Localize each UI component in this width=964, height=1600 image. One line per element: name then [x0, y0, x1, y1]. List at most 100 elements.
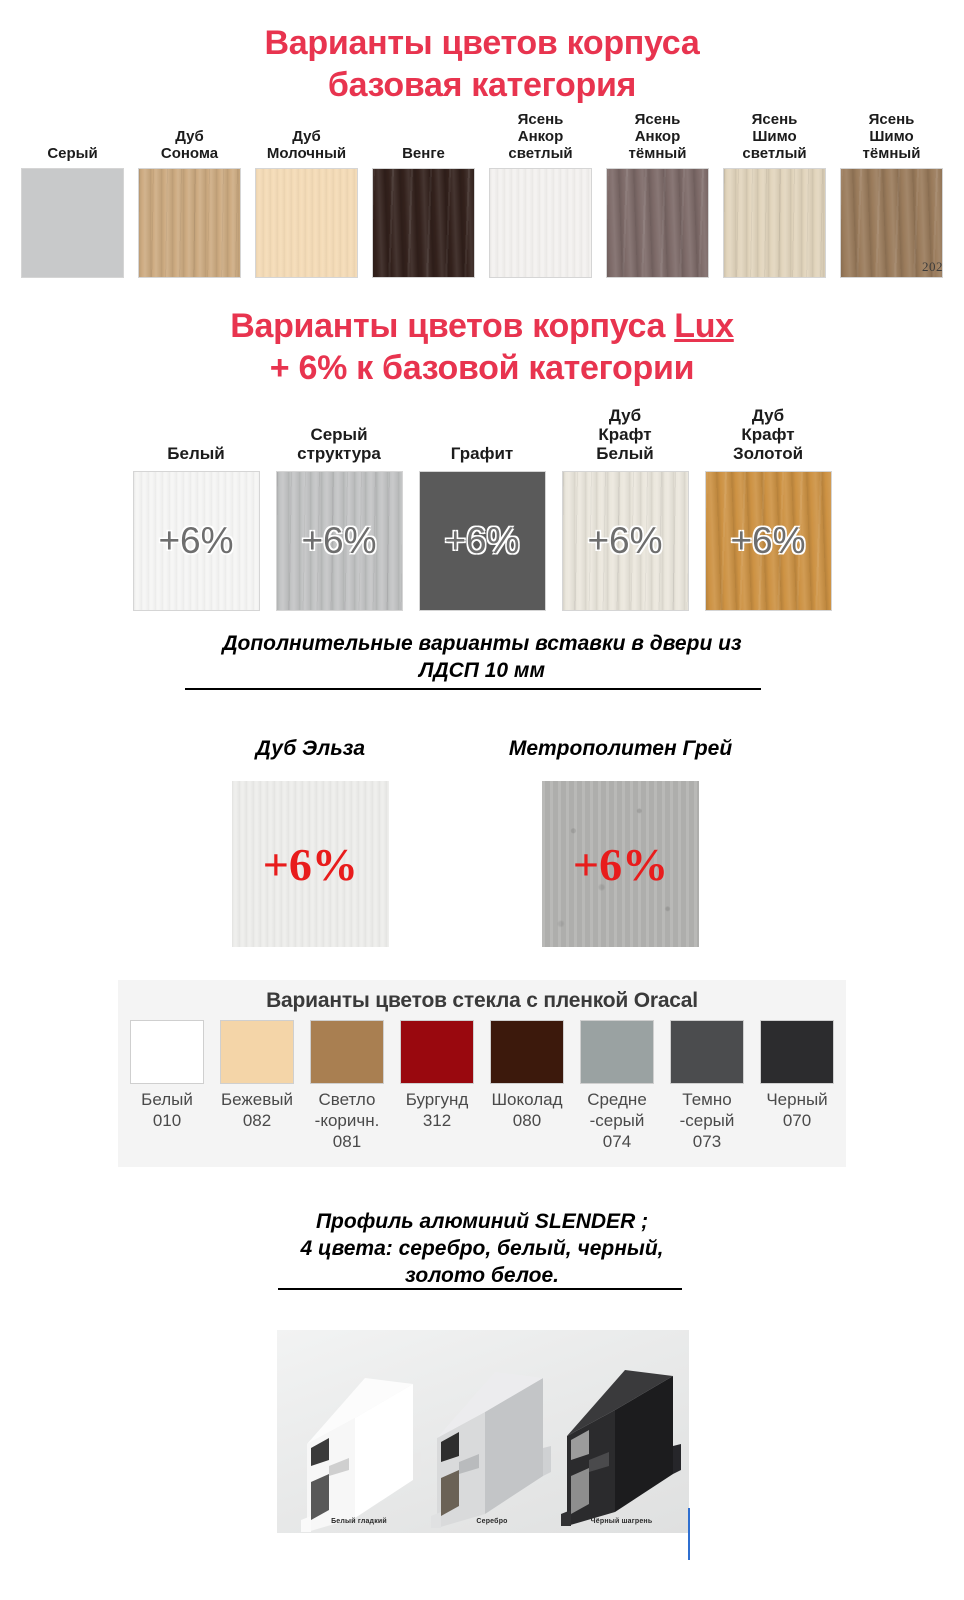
base-swatch-label: Дуб Сонома	[160, 128, 219, 162]
base-swatch-item: Ясень Шимо тёмный 2022	[840, 111, 943, 278]
oracal-swatch-item: Средне -серый 074	[580, 1020, 654, 1152]
oracal-swatch-chip	[130, 1020, 204, 1084]
profile-title-line2: 4 цвета: серебро, белый, черный,	[300, 1237, 664, 1260]
base-swatch-chip	[606, 168, 709, 278]
lux-title-text: Варианты цветов корпуса	[230, 307, 675, 345]
base-swatch-chip	[138, 168, 241, 278]
oracal-swatch-row: Белый 010 Бежевый 082 Светло -коричн. 081 Б…	[118, 1020, 846, 1152]
oracal-swatch-label: Белый 010	[141, 1090, 193, 1130]
base-swatch-label: Ясень Анкор тёмный	[628, 111, 687, 162]
insert-swatch-item: Метрополитен Грей +6%	[508, 737, 733, 947]
oracal-panel: Варианты цветов стекла с пленкой Oracal …	[118, 980, 846, 1167]
base-swatch-label: Ясень Шимо тёмный	[862, 111, 921, 162]
base-swatch-chip	[372, 168, 475, 278]
base-swatch-item: Венге	[372, 112, 475, 278]
oracal-swatch-chip	[670, 1020, 744, 1084]
oracal-swatch-chip	[220, 1020, 294, 1084]
insert-title-line1: Дополнительные варианты вставки в двери …	[222, 632, 742, 655]
oracal-swatch-item: Светло -коричн. 081	[310, 1020, 384, 1152]
base-section-heading: Варианты цветов корпуса базовая категори…	[0, 22, 964, 106]
lux-swatch-chip: +6%	[132, 471, 260, 611]
watermark-year: 2022	[922, 259, 943, 274]
oracal-swatch-item: Темно -серый 073	[670, 1020, 744, 1152]
lux-title-brand: Lux	[674, 307, 734, 345]
profile-label-black: Чёрный шагрень	[590, 1518, 653, 1525]
base-swatch-item: Ясень Анкор светлый	[489, 111, 592, 278]
lux-swatch-item: Белый +6%	[132, 405, 260, 611]
lux-section-heading: Варианты цветов корпуса Lux + 6% к базов…	[0, 305, 964, 389]
base-swatch-label: Серый	[47, 145, 98, 162]
lux-swatch-label: Дуб Крафт Белый	[596, 406, 654, 463]
lux-swatch-item: Графит +6%	[418, 405, 546, 611]
oracal-swatch-chip	[310, 1020, 384, 1084]
oracal-swatch-chip	[760, 1020, 834, 1084]
lux-swatch-label: Серый структура	[297, 425, 381, 463]
oracal-swatch-item: Шоколад 080	[490, 1020, 564, 1152]
oracal-swatch-item: Бежевый 082	[220, 1020, 294, 1152]
base-swatch-label: Дуб Молочный	[266, 128, 347, 162]
profile-section-heading: Профиль алюминий SLENDER ; 4 цвета: сере…	[0, 1208, 964, 1289]
oracal-swatch-chip	[580, 1020, 654, 1084]
insert-swatch-chip: +6%	[542, 781, 699, 947]
oracal-swatch-item: Бургунд 312	[400, 1020, 474, 1152]
base-swatch-label: Ясень Шимо светлый	[742, 111, 807, 162]
oracal-swatch-label: Бежевый 082	[221, 1090, 293, 1130]
base-swatch-chip	[21, 168, 124, 278]
base-swatch-label: Венге	[402, 145, 445, 162]
lux-swatch-item: Дуб Крафт Белый +6%	[561, 405, 689, 611]
base-swatch-chip: 2022	[840, 168, 943, 278]
lux-surcharge-badge: +6%	[444, 520, 520, 561]
oracal-swatch-label: Шоколад 080	[491, 1090, 563, 1130]
lux-surcharge-badge: +6%	[158, 520, 234, 561]
lux-swatch-label: Белый	[167, 444, 225, 463]
base-swatch-row: Серый Дуб Сонома Дуб Молочный Венге Ясень Ан…	[0, 111, 964, 278]
text-cursor-caret	[688, 1508, 690, 1560]
profile-illustration	[301, 1370, 681, 1532]
insert-divider-rule	[185, 688, 761, 690]
insert-swatch-label: Дуб Эльза	[255, 737, 366, 760]
lux-swatch-chip: +6%	[561, 471, 689, 611]
lux-surcharge-badge: +6%	[301, 520, 377, 561]
lux-swatch-label: Дуб Крафт Золотой	[732, 406, 804, 463]
oracal-swatch-item: Черный 070	[760, 1020, 834, 1152]
base-swatch-chip	[723, 168, 826, 278]
insert-swatch-chip: +6%	[231, 781, 389, 947]
insert-swatch-item: Дуб Эльза +6%	[231, 737, 389, 947]
profile-photo: Белый гладкий Серебро Чёрный шагрень	[277, 1330, 689, 1533]
insert-swatch-row: Дуб Эльза +6% Метрополитен Грей +6%	[0, 737, 964, 947]
lux-title-line2: + 6% к базовой категории	[269, 349, 695, 387]
insert-section-heading: Дополнительные варианты вставки в двери …	[0, 630, 964, 684]
lux-title-line1: Варианты цветов корпуса Lux	[0, 305, 964, 347]
profile-divider-rule	[278, 1288, 682, 1290]
lux-swatch-label: Графит	[450, 444, 514, 463]
lux-swatch-row: Белый +6% Серый структура +6% Графит +6% Дуб К…	[0, 405, 964, 611]
oracal-swatch-label: Черный 070	[766, 1090, 828, 1130]
oracal-swatch-chip	[400, 1020, 474, 1084]
lux-swatch-chip: +6%	[418, 471, 546, 611]
base-title-line2: базовая категория	[327, 66, 637, 104]
lux-swatch-chip: +6%	[704, 471, 832, 611]
insert-surcharge-badge: +6%	[572, 838, 669, 890]
base-swatch-item: Дуб Сонома	[138, 112, 241, 278]
profile-label-silver: Серебро	[476, 1518, 508, 1525]
base-swatch-item: Ясень Шимо светлый	[723, 111, 826, 278]
profile-label-white: Белый гладкий	[331, 1518, 387, 1525]
profile-title-line1: Профиль алюминий SLENDER ;	[315, 1210, 649, 1233]
insert-title-line2: ЛДСП 10 мм	[419, 659, 545, 682]
lux-swatch-item: Серый структура +6%	[275, 405, 403, 611]
base-swatch-chip	[489, 168, 592, 278]
base-swatch-item: Серый	[21, 112, 124, 278]
oracal-swatch-label: Средне -серый 074	[587, 1090, 647, 1151]
lux-swatch-chip: +6%	[275, 471, 403, 611]
lux-surcharge-badge: +6%	[587, 520, 663, 561]
oracal-swatch-chip	[490, 1020, 564, 1084]
oracal-title: Варианты цветов стекла с пленкой Oracal	[266, 989, 698, 1012]
base-title-line1: Варианты цветов корпуса	[264, 24, 700, 62]
oracal-swatch-label: Светло -коричн. 081	[314, 1090, 380, 1151]
lux-surcharge-badge: +6%	[730, 520, 806, 561]
base-swatch-chip	[255, 168, 358, 278]
base-swatch-label: Ясень Анкор светлый	[508, 111, 573, 162]
insert-swatch-label: Метрополитен Грей	[508, 737, 733, 760]
base-swatch-item: Ясень Анкор тёмный	[606, 111, 709, 278]
oracal-swatch-label: Бургунд 312	[405, 1090, 469, 1130]
